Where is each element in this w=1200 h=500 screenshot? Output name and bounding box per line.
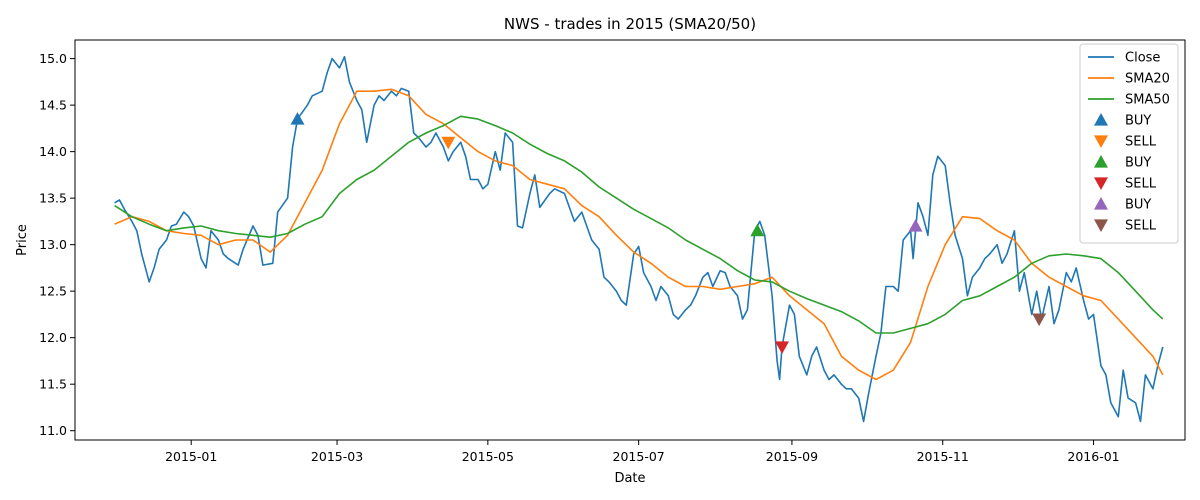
x-tick-label: 2015-07 bbox=[613, 449, 665, 464]
legend-label-buy: BUY bbox=[1125, 198, 1151, 213]
x-tick-label: 2015-05 bbox=[462, 449, 514, 464]
x-tick-label: 2015-09 bbox=[766, 449, 818, 464]
legend-label-close: Close bbox=[1125, 51, 1160, 66]
axes-frame bbox=[74, 39, 1186, 441]
y-tick-label: 14.0 bbox=[39, 144, 67, 159]
y-tick-label: 15.0 bbox=[39, 51, 67, 66]
trade-marker-buy-1 bbox=[290, 112, 305, 125]
legend-swatch-buy bbox=[1094, 197, 1108, 210]
legend-label-buy: BUY bbox=[1125, 114, 1151, 129]
trade-marker-sell-4 bbox=[775, 341, 790, 354]
y-tick-label: 12.0 bbox=[39, 330, 67, 345]
x-axis-label: Date bbox=[614, 471, 645, 486]
legend-label-sell: SELL bbox=[1125, 177, 1157, 192]
chart-title: NWS - trades in 2015 (SMA20/50) bbox=[504, 15, 756, 33]
trade-marker-sell-6 bbox=[1032, 313, 1047, 327]
legend-swatch-sell bbox=[1094, 135, 1108, 148]
x-axis: 2015-01 2015-03 2015-05 2015-07 2015-09 2015-… bbox=[165, 440, 1120, 464]
y-tick-label: 11.0 bbox=[39, 423, 67, 438]
y-tick-label: 14.5 bbox=[39, 98, 67, 113]
legend-swatch-sell bbox=[1094, 219, 1108, 232]
y-tick-label: 11.5 bbox=[39, 377, 67, 392]
legend: Close SMA20 SMA50 BUY SELL BUY SELL BUY SELL bbox=[1079, 43, 1179, 244]
legend-label-sma20: SMA20 bbox=[1125, 72, 1170, 87]
series-line-sma20 bbox=[114, 88, 1164, 381]
trade-marker-buy-3 bbox=[750, 223, 765, 237]
y-tick-label: 12.5 bbox=[39, 284, 67, 299]
y-axis-label: Price bbox=[15, 224, 30, 256]
plot-area bbox=[114, 55, 1164, 423]
legend-box bbox=[1079, 43, 1179, 244]
legend-swatch-buy bbox=[1094, 113, 1108, 126]
legend-swatch-sell bbox=[1094, 177, 1108, 190]
trade-marker-buy-5 bbox=[908, 219, 923, 232]
legend-label-sell: SELL bbox=[1125, 219, 1157, 234]
series-line-sma50 bbox=[114, 115, 1164, 334]
x-tick-label: 2015-03 bbox=[311, 449, 363, 464]
legend-swatch-buy bbox=[1094, 155, 1108, 168]
x-tick-label: 2015-01 bbox=[165, 449, 217, 464]
legend-label-buy: BUY bbox=[1125, 156, 1151, 171]
y-axis: 11.0 11.5 12.0 12.5 13.0 13.5 14.0 14.5 15.0 bbox=[39, 51, 75, 438]
y-tick-label: 13.0 bbox=[39, 237, 67, 252]
x-tick-label: 2016-01 bbox=[1067, 449, 1119, 464]
legend-label-sma50: SMA50 bbox=[1125, 93, 1170, 108]
legend-label-sell: SELL bbox=[1125, 135, 1157, 150]
y-tick-label: 13.5 bbox=[39, 191, 67, 206]
trade-marker-sell-2 bbox=[441, 136, 456, 150]
x-tick-label: 2015-11 bbox=[917, 449, 969, 464]
